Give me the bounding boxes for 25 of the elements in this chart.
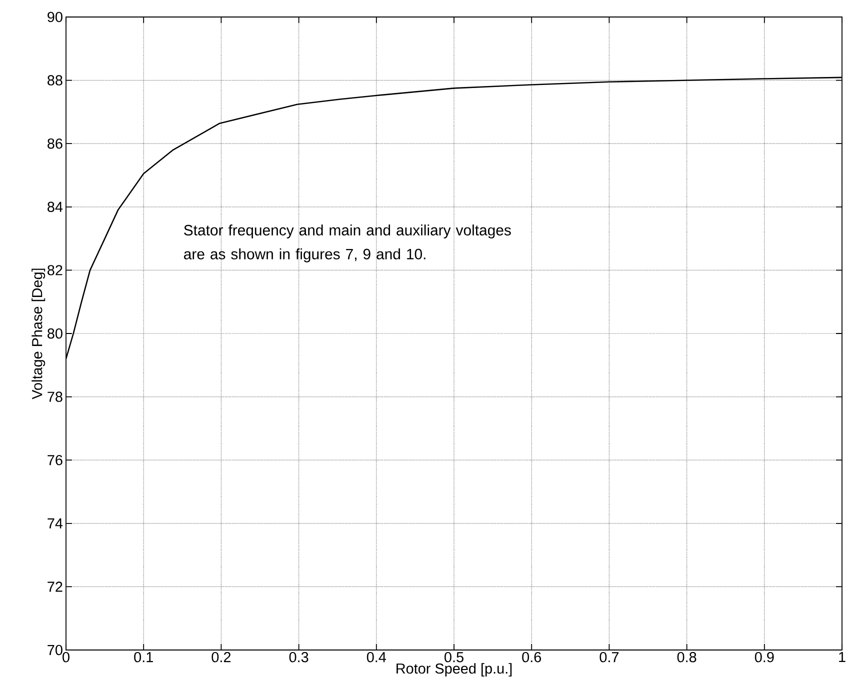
y-tick-label: 82 [48,265,62,276]
x-tick-label: 0.2 [212,652,231,662]
x-tick-label: 0.5 [444,652,464,662]
y-tick-label: 88 [48,75,62,86]
x-tick-label: 0.6 [522,652,542,662]
y-tick-label: 70 [48,644,62,656]
y-tick-label: 76 [48,454,62,466]
y-axis-title: Voltage Phase [Deg] [32,268,46,400]
y-tick-label: 86 [48,138,62,149]
y-tick-label: 72 [48,582,62,592]
x-tick-label: 0.1 [134,652,153,662]
y-tick-label: 80 [48,328,62,339]
y-tick-label: 78 [48,392,62,402]
x-tick-label: 0.8 [677,652,696,662]
y-tick-label: 90 [48,12,62,22]
x-axis-title: Rotor Speed [p.u.] [396,663,512,677]
x-tick-label: 0.9 [754,652,774,662]
y-tick-label: 84 [48,202,63,212]
x-tick-label: 0 [62,652,70,662]
x-tick-label: 0.4 [366,652,386,662]
x-tick-label: 0.7 [600,652,619,662]
x-tick-label: 0.3 [289,652,308,662]
annotation: Stator frequency and main and auxiliary voltages are as shown in figures 7, 9 and 10. [184,224,511,262]
x-tick-label: 1 [839,652,846,662]
y-tick-label: 74 [48,518,63,528]
